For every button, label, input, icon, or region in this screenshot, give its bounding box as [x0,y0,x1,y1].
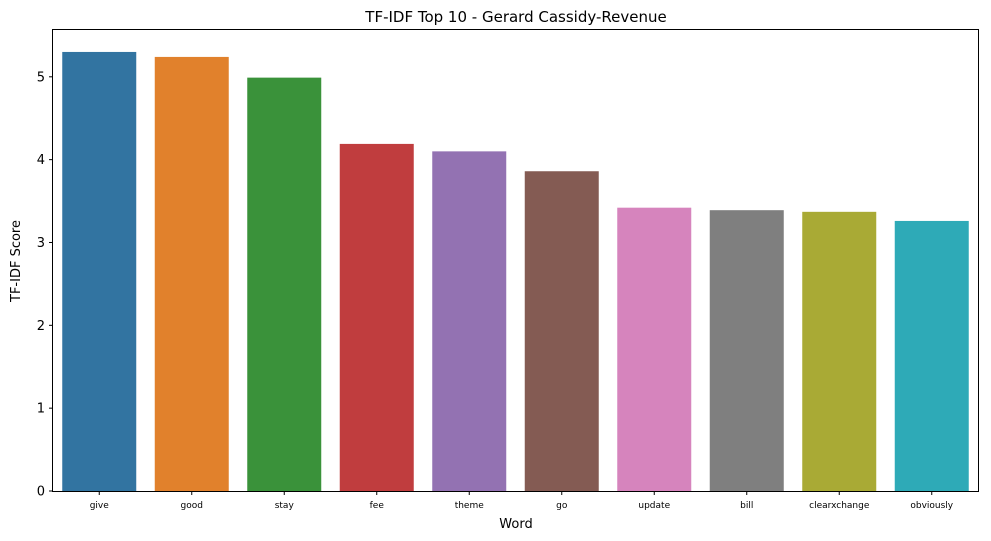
y-tick-label: 0 [37,485,45,500]
y-tick-label: 4 [37,153,45,168]
x-tick-label: clearxchange [809,501,870,511]
bar-bill [710,210,784,491]
x-axis-label: Word [499,517,532,532]
bar-go [525,171,599,491]
y-tick-label: 5 [37,70,45,85]
x-tick-label: obviously [910,501,953,511]
bar-stay [247,78,321,491]
chart-title: TF-IDF Top 10 - Gerard Cassidy-Revenue [364,8,666,26]
bar-give [62,52,136,491]
bars-group [62,52,969,491]
bar-update [617,208,691,491]
bar-good [155,57,229,491]
bar-theme [432,151,506,491]
x-tick-label: good [181,501,203,511]
y-tick-label: 3 [37,236,45,251]
x-tick-label: give [90,501,110,511]
x-tick-label: stay [275,501,295,511]
x-tick-label: bill [740,501,753,511]
y-axis-label: TF-IDF Score [9,220,24,303]
bar-fee [340,144,414,491]
bar-obviously [895,221,969,491]
x-tick-label: theme [455,501,485,511]
y-tick-label: 2 [37,319,45,334]
x-axis-ticks: give good stay fee theme go update bill clearxch… [90,491,954,511]
bar-clearxchange [802,212,876,491]
x-tick-label: fee [370,501,385,511]
x-tick-label: update [638,501,670,511]
y-tick-label: 1 [37,402,45,417]
y-axis-ticks: 0 1 2 3 4 5 [37,70,53,499]
x-tick-label: go [556,501,568,511]
